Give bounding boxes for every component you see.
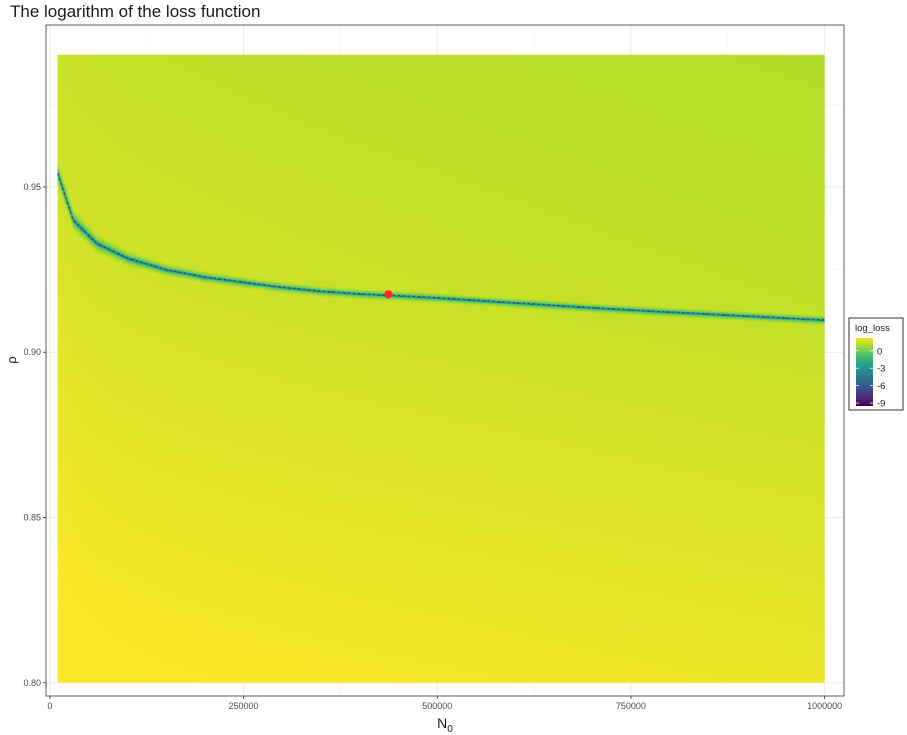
loss-minimum-curve [57, 173, 825, 321]
legend-tick-label: -6 [877, 381, 885, 392]
legend-tick-label: -3 [877, 364, 885, 375]
legend: log_loss 0 -3 -6 -9 [848, 317, 904, 411]
panel-border [45, 24, 845, 697]
optimum-point [384, 290, 393, 299]
x-axis-title: N0 [437, 715, 453, 735]
legend-colorbar [856, 338, 873, 406]
x-tick-label: 1000000 [807, 701, 842, 711]
y-axis: 0.80 0.85 0.90 0.95 [23, 182, 46, 688]
plot-panel [45, 24, 845, 697]
y-tick-label: 0.80 [23, 678, 41, 688]
x-tick-label: 250000 [229, 701, 259, 711]
legend-tick-label: 0 [877, 346, 882, 357]
legend-title: log_loss [855, 323, 890, 334]
x-tick-label: 750000 [616, 701, 646, 711]
legend-tick-label: -9 [877, 399, 885, 410]
x-tick-label: 0 [47, 701, 52, 711]
y-tick-label: 0.95 [23, 182, 41, 192]
y-tick-label: 0.85 [23, 513, 41, 523]
heatmap-raster [57, 54, 825, 683]
chart-title: The logarithm of the loss function [10, 2, 261, 21]
x-axis: 0 250000 500000 750000 1000000 [47, 696, 842, 711]
y-axis-title: ρ [4, 356, 19, 363]
x-tick-label: 500000 [422, 701, 452, 711]
legend-ticks: 0 -3 -6 -9 [856, 346, 885, 410]
y-tick-label: 0.90 [23, 347, 41, 357]
